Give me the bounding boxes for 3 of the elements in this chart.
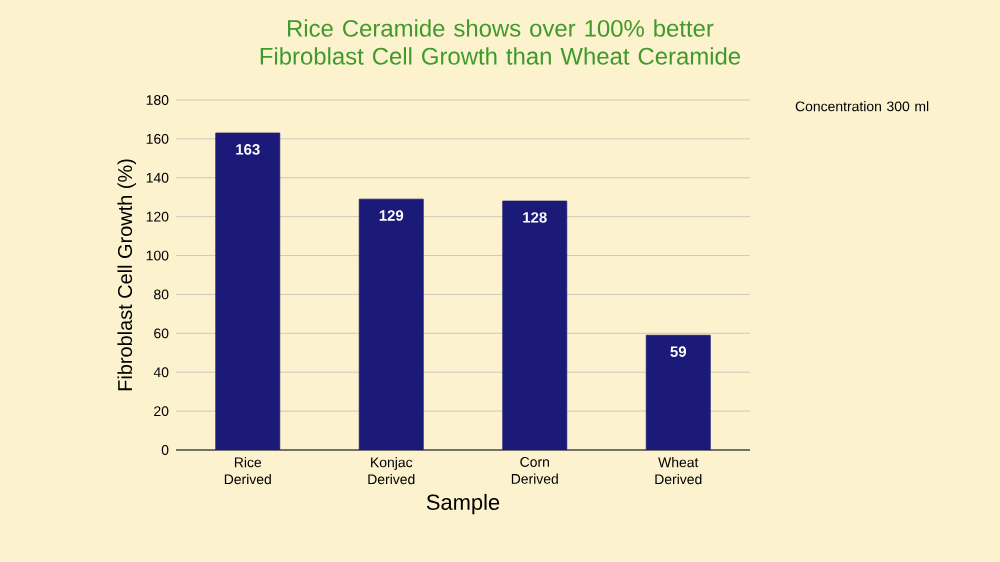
chart-title: Rice Ceramide shows over 100% better Fibroblast Cell Growth than Wheat Ceramide <box>260 19 741 65</box>
y-axis-title: Fibroblast Cell Growth (%) <box>117 159 137 391</box>
x-axis-title: Sample <box>426 493 500 515</box>
